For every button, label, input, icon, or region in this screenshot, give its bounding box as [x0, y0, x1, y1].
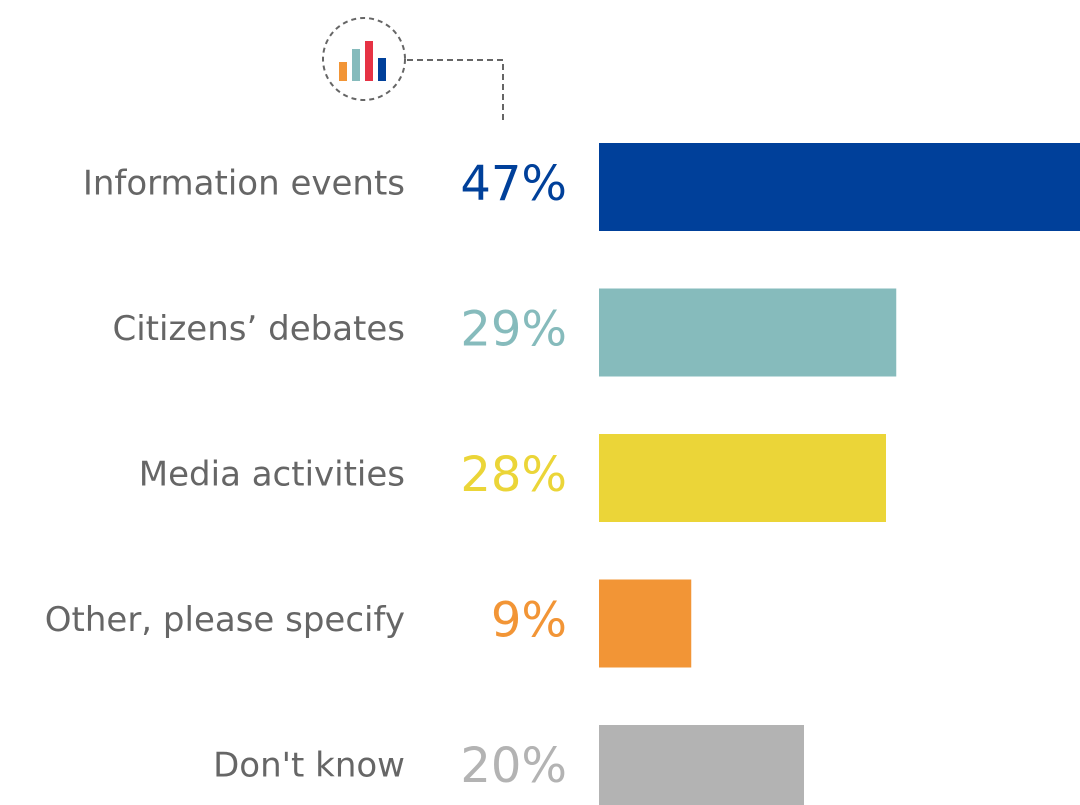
bar	[599, 725, 804, 805]
bar	[599, 434, 886, 522]
value-label: 29%	[460, 302, 567, 358]
bar	[599, 579, 692, 668]
value-label: 20%	[460, 738, 567, 794]
bar	[599, 288, 897, 377]
value-label: 28%	[460, 447, 567, 503]
value-label: 9%	[491, 593, 567, 649]
category-label: Don't know	[213, 746, 405, 786]
chart-icon	[322, 17, 504, 120]
category-label: Information events	[83, 164, 405, 204]
value-label: 47%	[460, 156, 567, 212]
category-label: Citizens’ debates	[113, 309, 406, 349]
category-label: Other, please specify	[45, 600, 405, 640]
bar	[599, 143, 1080, 231]
category-label: Media activities	[139, 455, 405, 495]
